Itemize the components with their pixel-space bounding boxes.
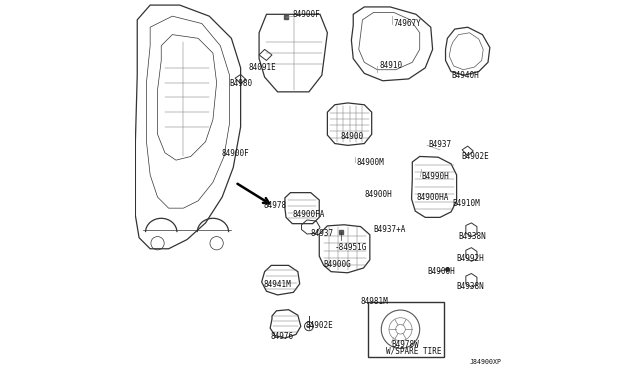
Text: B4937: B4937 bbox=[428, 140, 451, 149]
Text: B4990H: B4990H bbox=[422, 172, 449, 181]
Text: 84976: 84976 bbox=[271, 332, 294, 341]
Text: B4937+A: B4937+A bbox=[374, 225, 406, 234]
Text: 84937: 84937 bbox=[310, 230, 333, 238]
Text: 84981M: 84981M bbox=[360, 297, 388, 306]
Text: 84902E: 84902E bbox=[306, 321, 333, 330]
Text: 84900F: 84900F bbox=[292, 10, 320, 19]
Text: J84900XP: J84900XP bbox=[470, 359, 502, 365]
Text: 84900: 84900 bbox=[340, 132, 364, 141]
Text: B4978W: B4978W bbox=[391, 340, 419, 349]
Text: -84951G: -84951G bbox=[335, 243, 367, 252]
Text: B4938N: B4938N bbox=[456, 282, 484, 291]
Text: 84910: 84910 bbox=[379, 61, 402, 70]
Text: 84978: 84978 bbox=[263, 201, 286, 210]
Text: 84900H: 84900H bbox=[364, 190, 392, 199]
Text: 74967Y: 74967Y bbox=[394, 19, 422, 28]
Text: 84900M: 84900M bbox=[357, 157, 385, 167]
Text: B4980: B4980 bbox=[230, 79, 253, 88]
Text: B4938N: B4938N bbox=[459, 232, 486, 241]
Text: B4992H: B4992H bbox=[456, 254, 484, 263]
Text: 84900FA: 84900FA bbox=[292, 209, 324, 219]
Text: W/SPARE TIRE: W/SPARE TIRE bbox=[387, 347, 442, 356]
Text: B4900G: B4900G bbox=[323, 260, 351, 269]
Text: B4910M: B4910M bbox=[452, 199, 480, 208]
Text: 84941M: 84941M bbox=[263, 280, 291, 289]
Text: B4900H: B4900H bbox=[428, 267, 455, 276]
Text: 84900F: 84900F bbox=[221, 150, 249, 158]
Text: B4902E: B4902E bbox=[461, 152, 489, 161]
Text: 84900HA: 84900HA bbox=[417, 193, 449, 202]
Text: 84091E: 84091E bbox=[248, 63, 276, 72]
Bar bbox=[368, 302, 444, 357]
Text: B4940H: B4940H bbox=[452, 71, 479, 80]
